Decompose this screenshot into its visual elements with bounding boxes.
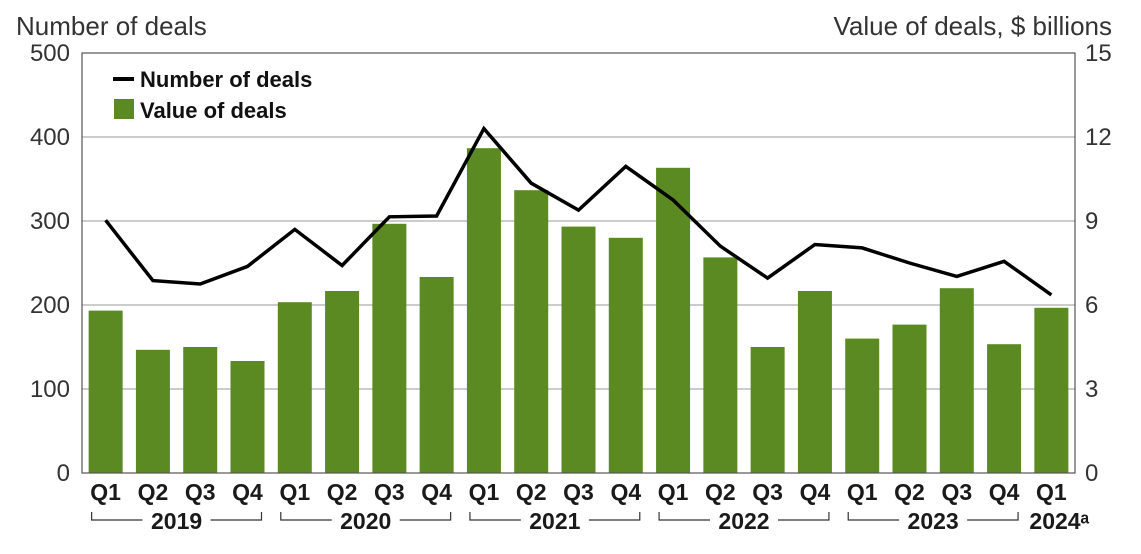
- bar-15: [797, 291, 832, 473]
- right-tick-3: 3: [1085, 376, 1098, 403]
- year-label-1: 2020: [340, 508, 391, 534]
- year-label-5: 2024ᵃ: [1029, 508, 1089, 534]
- right-axis-title: Value of deals, $ billions: [834, 11, 1112, 41]
- left-tick-100: 100: [30, 376, 70, 403]
- bar-3: [230, 361, 265, 473]
- right-tick-9: 9: [1085, 208, 1098, 235]
- left-tick-0: 0: [57, 460, 70, 487]
- bar-6: [372, 223, 407, 473]
- category-label-16: Q1: [847, 479, 878, 505]
- left-axis-title: Number of deals: [16, 11, 207, 41]
- bar-20: [1034, 307, 1069, 473]
- category-label-13: Q2: [705, 479, 736, 505]
- bar-series: [88, 148, 1069, 474]
- year-label-0: 2019: [151, 508, 202, 534]
- year-bracket-right-2: [588, 512, 641, 521]
- legend-line-label: Number of deals: [140, 67, 312, 92]
- bar-8: [466, 148, 501, 473]
- year-bracket-left-4: [847, 512, 900, 521]
- legend: Number of deals Value of deals: [113, 67, 312, 123]
- category-label-5: Q2: [327, 479, 358, 505]
- category-label-11: Q4: [610, 479, 641, 505]
- bar-12: [656, 167, 691, 474]
- category-label-12: Q1: [658, 479, 689, 505]
- category-label-1: Q2: [138, 479, 169, 505]
- category-label-4: Q1: [279, 479, 310, 505]
- category-label-2: Q3: [185, 479, 216, 505]
- year-bracket-right-0: [210, 512, 263, 521]
- year-bracket-left-3: [658, 512, 710, 521]
- bar-7: [419, 277, 454, 473]
- plot-frame: [81, 52, 1076, 474]
- bar-1: [135, 349, 170, 473]
- category-label-14: Q3: [752, 479, 783, 505]
- category-label-15: Q4: [800, 479, 831, 505]
- left-tick-500: 500: [30, 40, 70, 67]
- year-labels: 2019 2020 2021 2022 2023 2024ᵃ: [91, 508, 1090, 534]
- bar-5: [325, 291, 360, 473]
- right-tick-6: 6: [1085, 292, 1098, 319]
- category-labels: Q1 Q2 Q3 Q4 Q1 Q2 Q3 Q4 Q1 Q2 Q3 Q4 Q1 Q2 Q3 Q4 Q1 Q2 Q3 Q4…: [90, 479, 1067, 505]
- bar-2: [183, 347, 218, 473]
- category-label-17: Q2: [894, 479, 925, 505]
- right-tick-12: 12: [1085, 124, 1112, 151]
- category-label-3: Q4: [232, 479, 263, 505]
- bar-16: [845, 338, 880, 473]
- category-label-19: Q4: [989, 479, 1020, 505]
- right-tick-0: 0: [1085, 460, 1098, 487]
- category-label-7: Q4: [421, 479, 452, 505]
- bar-13: [703, 257, 738, 473]
- category-label-6: Q3: [374, 479, 405, 505]
- right-tick-15: 15: [1085, 40, 1112, 67]
- year-bracket-right-3: [778, 512, 830, 521]
- year-bracket-left-0: [91, 512, 143, 521]
- year-bracket-right-4: [967, 512, 1019, 521]
- category-label-18: Q3: [941, 479, 972, 505]
- bar-19: [987, 344, 1022, 473]
- left-tick-200: 200: [30, 292, 70, 319]
- left-tick-400: 400: [30, 124, 70, 151]
- year-label-2: 2021: [529, 508, 580, 534]
- legend-bar-label: Value of deals: [140, 98, 287, 123]
- category-label-8: Q1: [469, 479, 500, 505]
- bar-10: [561, 226, 596, 473]
- category-label-20: Q1: [1036, 479, 1067, 505]
- category-label-9: Q2: [516, 479, 547, 505]
- bar-17: [892, 324, 927, 473]
- bar-18: [939, 288, 974, 473]
- year-bracket-left-1: [280, 512, 332, 521]
- year-label-4: 2023: [908, 508, 959, 534]
- category-label-0: Q1: [90, 479, 121, 505]
- bar-11: [608, 237, 643, 473]
- legend-bar-swatch: [114, 99, 134, 119]
- left-axis-ticks: 0 100 200 300 400 500: [30, 40, 70, 487]
- left-tick-300: 300: [30, 208, 70, 235]
- bar-9: [514, 190, 549, 473]
- line-series: [104, 125, 1053, 297]
- plot-border: [81, 52, 1076, 474]
- year-label-3: 2022: [718, 508, 769, 534]
- bar-0: [88, 310, 123, 473]
- year-bracket-right-1: [399, 512, 452, 521]
- category-label-10: Q3: [563, 479, 594, 505]
- year-bracket-left-2: [469, 512, 521, 521]
- bar-4: [277, 302, 312, 473]
- bar-14: [750, 347, 785, 473]
- right-axis-ticks: 0 3 6 9 12 15: [1085, 40, 1112, 487]
